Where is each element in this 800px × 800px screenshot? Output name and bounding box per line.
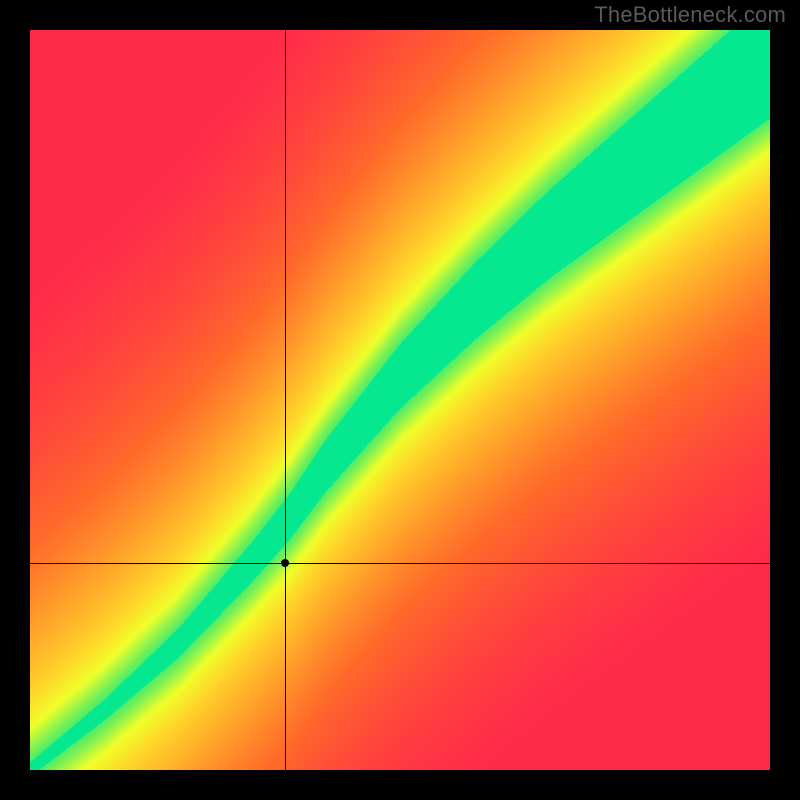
heatmap-canvas xyxy=(30,30,770,770)
crosshair-horizontal xyxy=(30,563,770,564)
chart-container: TheBottleneck.com xyxy=(0,0,800,800)
heatmap-plot xyxy=(30,30,770,770)
crosshair-vertical xyxy=(285,30,286,770)
attribution-label: TheBottleneck.com xyxy=(594,2,786,28)
